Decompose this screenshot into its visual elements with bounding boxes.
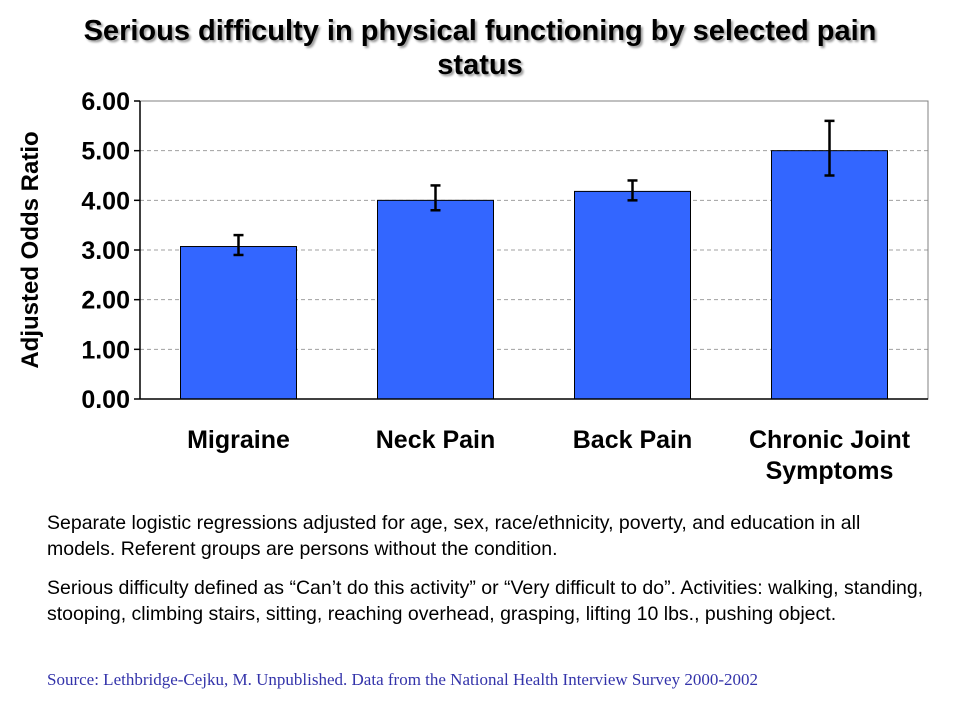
bar xyxy=(574,190,691,400)
x-tick-label: Chronic Joint Symptoms xyxy=(749,426,911,485)
y-tick-label: 5.00 xyxy=(81,138,130,166)
y-tick-label: 2.00 xyxy=(81,287,130,315)
bar xyxy=(180,246,297,400)
source-citation: Source: Lethbridge-Cejku, M. Unpublished… xyxy=(47,670,758,689)
y-tick-label: 6.00 xyxy=(81,88,130,116)
bar xyxy=(771,150,888,400)
bar-chart: Adjusted Odds Ratio 0.00 1.00 2.00 3.00 4.00… xyxy=(17,88,929,485)
x-tick-label: Back Pain xyxy=(573,426,693,454)
y-axis-label: Adjusted Odds Ratio xyxy=(17,131,44,368)
y-tick-label: 3.00 xyxy=(81,237,130,265)
definition-note: Serious difficulty defined as “Can’t do … xyxy=(47,577,924,625)
x-tick-label: Migraine xyxy=(187,426,290,454)
bar xyxy=(377,199,494,400)
y-tick-label: 1.00 xyxy=(81,336,130,364)
chart-title: Serious difficulty in physical functioni… xyxy=(83,15,877,81)
x-tick-label: Neck Pain xyxy=(376,426,496,454)
y-tick-label: 0.00 xyxy=(81,386,130,414)
y-tick-label: 4.00 xyxy=(81,187,130,215)
method-note: Separate logistic regressions adjusted f… xyxy=(47,512,861,560)
